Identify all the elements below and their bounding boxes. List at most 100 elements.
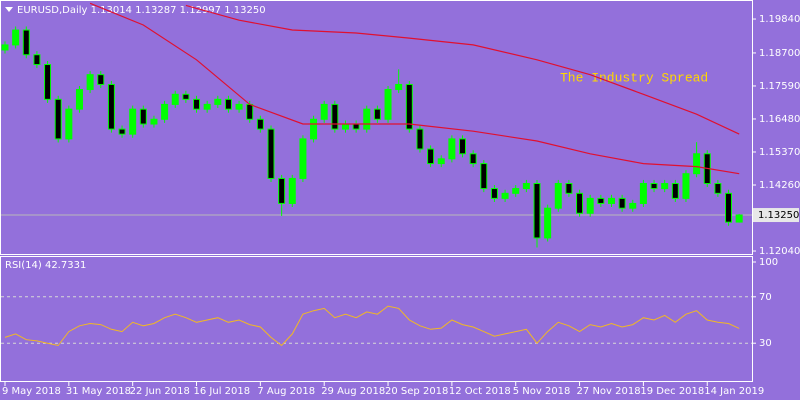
candle-body [437,158,445,165]
candle-body [331,103,339,130]
main-panel-frame [0,0,753,255]
x-tick-label: 14 Jan 2019 [704,386,764,397]
candle-body [256,118,264,130]
y-tick-label: 1.17590 [759,81,800,92]
candle-body [193,98,201,110]
candle-body [107,83,115,130]
candle-body [235,103,243,110]
candle-body [161,103,169,120]
candle-body [629,202,637,209]
x-tick-label: 16 Jul 2018 [194,386,251,397]
candle-body [618,197,626,209]
candle-body [639,183,647,204]
x-tick-label: 20 Sep 2018 [385,386,448,397]
candle-body [650,183,658,190]
candle-body [320,103,328,120]
y-tick-label: 1.16480 [759,114,800,125]
candle-body [65,108,73,140]
candle-body [607,197,615,204]
candle-body [544,207,552,239]
x-tick-label: 31 May 2018 [66,386,131,397]
candle-body [405,83,413,130]
candle-body [1,44,9,51]
candle-body [448,138,456,160]
candle-body [352,123,360,130]
candle-body [565,183,573,194]
rsi-tick-label: 100 [759,257,778,268]
candle-body [384,89,392,120]
candle-body [480,163,488,190]
candle-body [267,128,275,179]
candle-body [12,29,20,46]
candle-body [150,118,158,125]
candle-body [714,183,722,194]
candle-body [139,108,147,125]
y-tick-label: 1.15370 [759,147,800,158]
candle-body [671,183,679,199]
candle-body [129,108,137,135]
candle-body [554,183,562,209]
candle-body [182,93,190,100]
rsi-panel-frame [0,256,753,382]
x-tick-label: 27 Nov 2018 [577,386,641,397]
candle-body [469,153,477,165]
candle-body [512,188,520,194]
candle-body [86,74,94,91]
candle-body [395,83,403,91]
candle-body [22,29,30,56]
x-tick-label: 12 Oct 2018 [449,386,511,397]
candle-body [576,192,584,214]
candle-body [522,183,530,190]
candle-body [490,188,498,199]
candle-body [203,103,211,110]
candle-body [118,128,126,135]
symbol-header: EURUSD,Daily 1.13014 1.13287 1.12997 1.1… [17,5,266,16]
current-price-box [753,208,799,223]
candle-body [501,192,509,199]
x-tick-label: 7 Aug 2018 [257,386,315,397]
rsi-header: RSI(14) 42.7331 [5,260,86,271]
x-tick-label: 19 Dec 2018 [640,386,704,397]
annotation: The Industry Spread [560,70,708,85]
candle-body [288,177,296,204]
candle-body [416,128,424,150]
candle-body [341,123,349,130]
candle-body [363,108,371,130]
y-tick-label: 1.18700 [759,48,800,59]
dropdown-icon[interactable] [5,7,13,12]
candle-body [33,54,41,66]
candle-body [224,98,232,110]
candle-body [214,98,222,105]
x-tick-label: 22 Jun 2018 [130,386,190,397]
candle-body [725,192,733,223]
candle-body [171,93,179,105]
y-tick-label: 1.14260 [759,180,800,191]
rsi-tick-label: 70 [759,292,772,303]
x-tick-label: 9 May 2018 [2,386,61,397]
candle-body [310,118,318,140]
candle-body [44,64,52,100]
candle-body [735,214,743,223]
rsi-tick-label: 30 [759,338,772,349]
moving-average-line [89,2,740,175]
candle-body [54,98,62,140]
candle-body [427,148,435,165]
y-tick-label: 1.19840 [759,14,800,25]
x-tick-label: 29 Aug 2018 [321,386,385,397]
candle-body [693,153,701,175]
candle-body [682,173,690,199]
candle-body [373,108,381,120]
candle-body [597,197,605,204]
candle-body [459,138,467,155]
candle-body [533,183,541,239]
candle-body [278,177,286,204]
current-price-label: 1.13250 [758,210,799,221]
y-tick-label: 1.12040 [759,246,800,257]
candle-body [246,103,254,120]
candle-body [661,183,669,190]
rsi-line [4,305,740,347]
candle-body [586,197,594,214]
candle-body [75,89,83,110]
